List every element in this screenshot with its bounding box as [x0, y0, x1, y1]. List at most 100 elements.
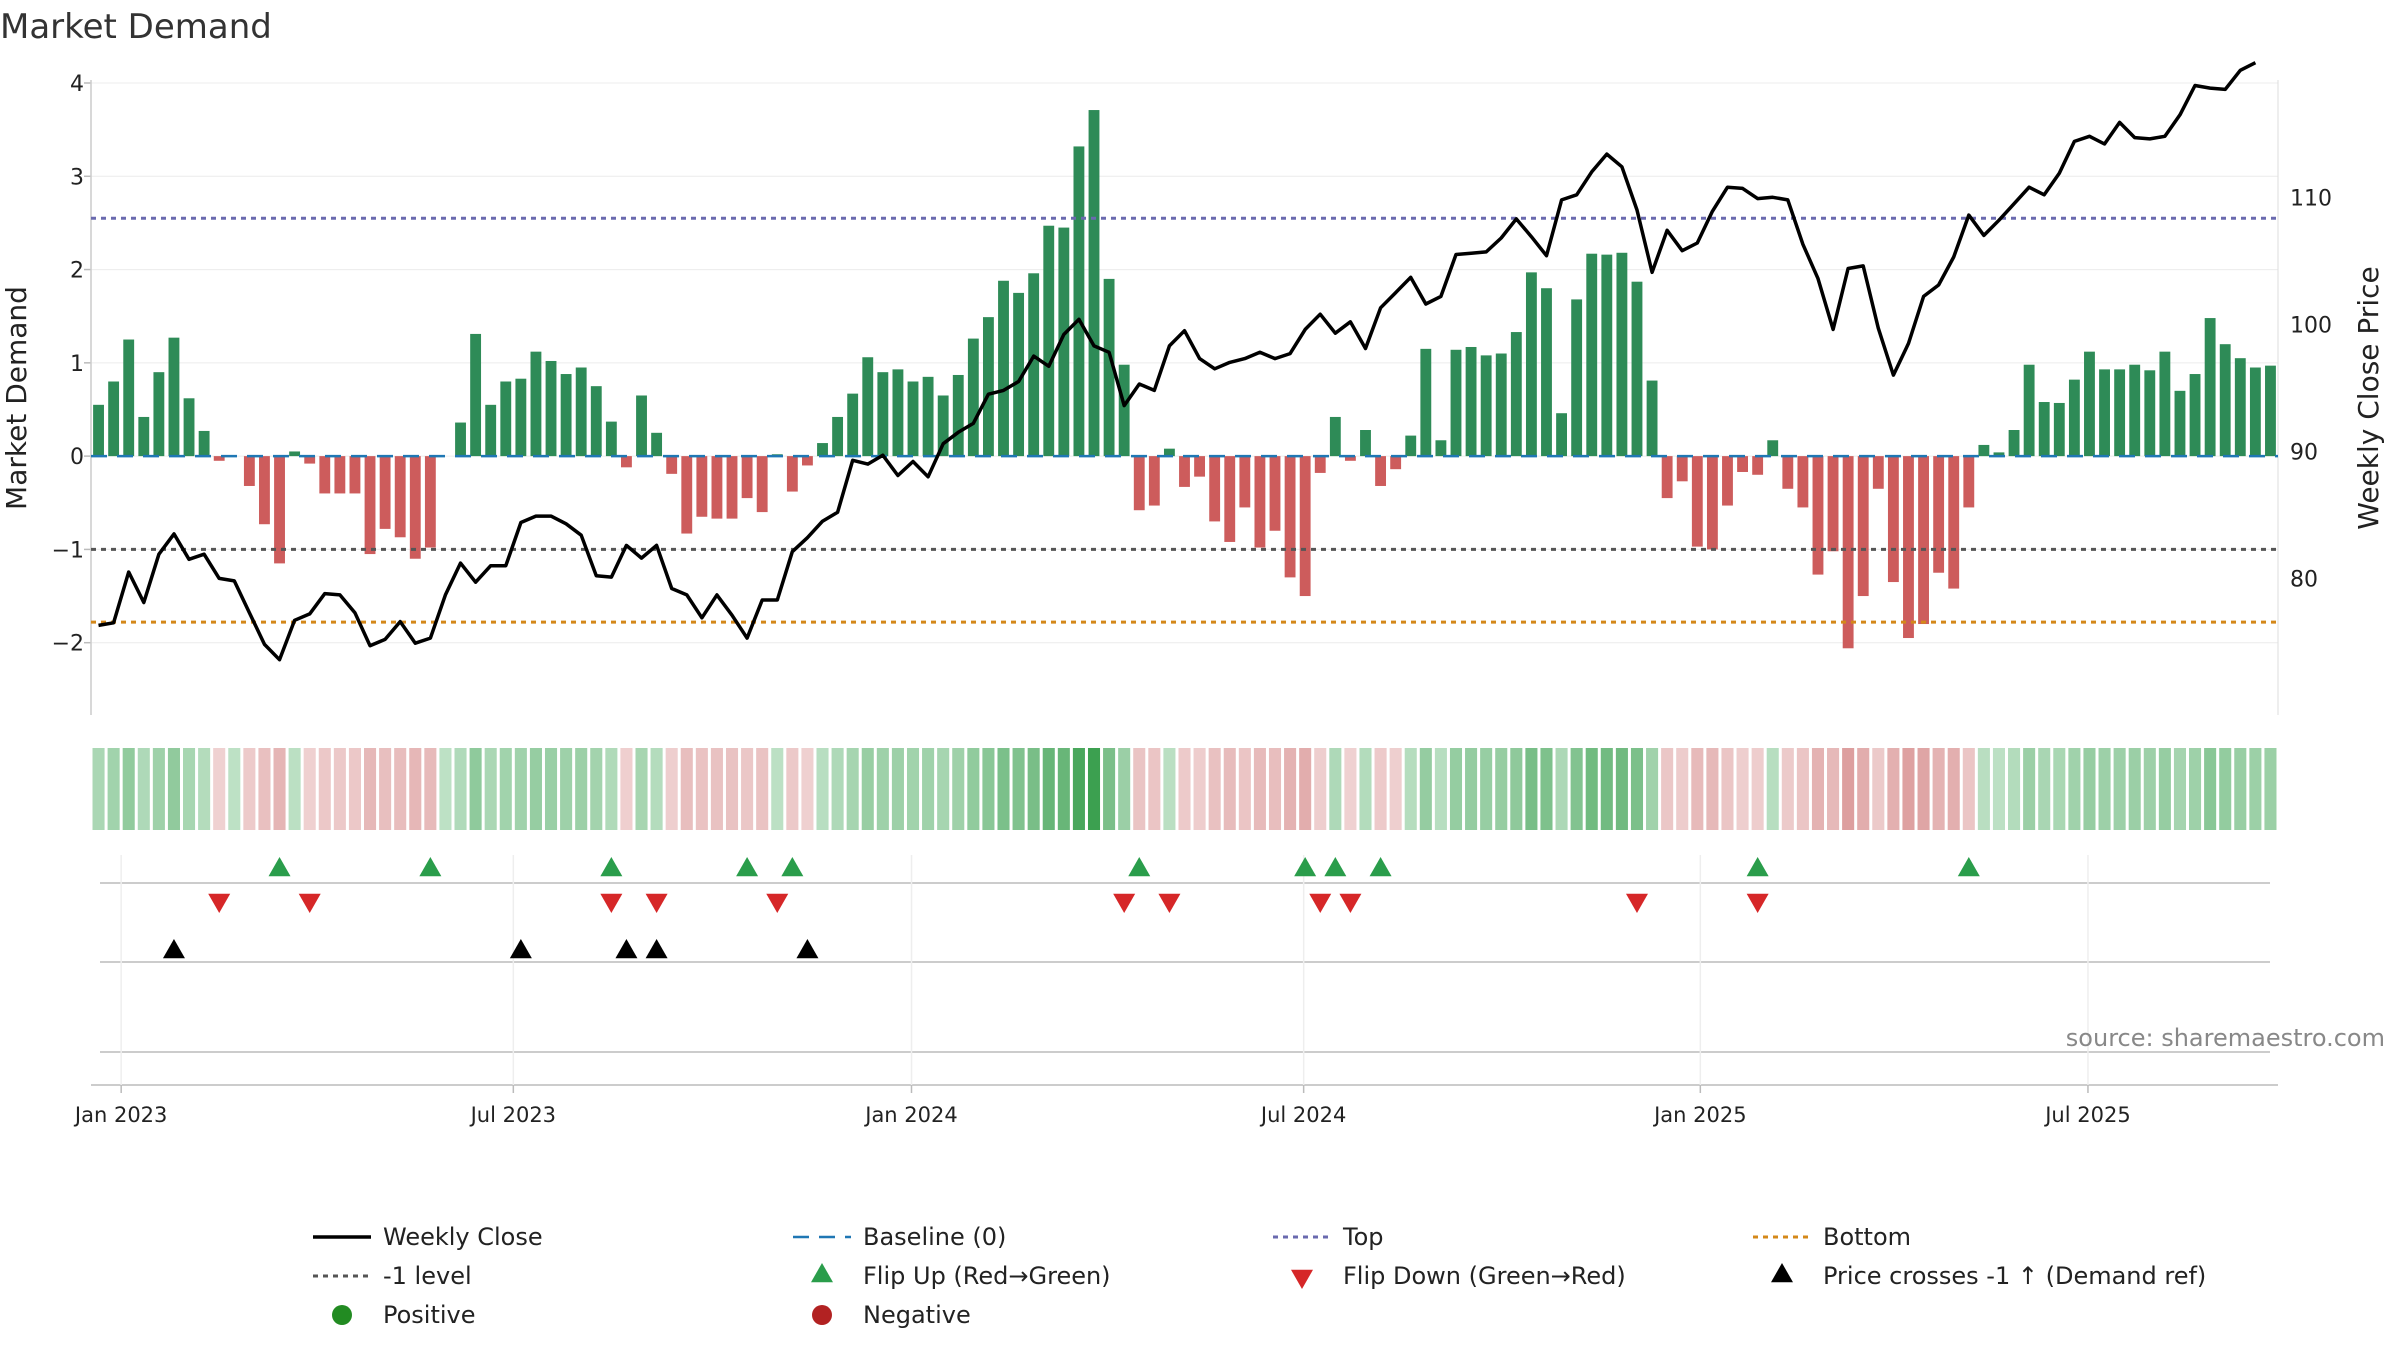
- demand-bar: [424, 456, 436, 548]
- demand-bar: [1903, 456, 1914, 639]
- heat-cell: [258, 748, 271, 830]
- demand-bar: [922, 376, 934, 457]
- heat-cell: [1057, 748, 1070, 830]
- heat-cell: [2143, 748, 2156, 830]
- demand-bar: [877, 372, 889, 457]
- heat-cell: [1585, 748, 1598, 830]
- demand-bar: [394, 456, 406, 538]
- legend-flip-down-swatch: [1291, 1269, 1313, 1289]
- heat-cell: [1751, 748, 1764, 830]
- heat-cell: [2068, 748, 2081, 830]
- heat-cell: [1691, 748, 1704, 830]
- demand-bar: [1933, 456, 1945, 573]
- heat-cell: [816, 748, 829, 830]
- heat-cell: [710, 748, 723, 830]
- heat-cell: [348, 748, 361, 830]
- flip-up-marker: [736, 857, 759, 877]
- heat-cell: [982, 748, 995, 830]
- legend-price-cross-swatch: [1771, 1263, 1793, 1283]
- legend-negative-dot-label: Negative: [863, 1301, 971, 1329]
- heat-cell: [741, 748, 754, 830]
- heat-cell: [288, 748, 301, 830]
- demand-bar: [409, 456, 421, 559]
- demand-bar: [681, 456, 693, 534]
- demand-bar: [1510, 332, 1522, 457]
- demand-bar: [621, 456, 632, 468]
- heat-cell: [1027, 748, 1040, 830]
- heat-cell: [2023, 748, 2036, 830]
- heat-cell: [1570, 748, 1583, 830]
- demand-bar: [108, 381, 120, 457]
- heat-cell: [1872, 748, 1885, 830]
- price-cross-marker: [645, 939, 668, 959]
- demand-bar: [937, 395, 949, 457]
- demand-bar: [1812, 456, 1824, 575]
- heat-cell: [1163, 748, 1176, 830]
- flip-up-marker: [1294, 857, 1317, 877]
- legend-bottom-label: Bottom: [1823, 1223, 1911, 1251]
- demand-bar: [1661, 456, 1673, 499]
- flip-down-marker: [600, 893, 623, 913]
- heat-cell: [363, 748, 377, 830]
- flip-down-marker: [1309, 893, 1332, 913]
- heat-cell: [1962, 748, 1975, 830]
- x-tick-label: Jul 2025: [2043, 1103, 2130, 1127]
- flip-down-marker: [1113, 893, 1136, 913]
- demand-bar: [183, 398, 195, 457]
- legend-minus-one-label: -1 level: [383, 1262, 472, 1290]
- demand-bar: [1525, 272, 1537, 457]
- heat-cell: [560, 748, 573, 830]
- legend-baseline-label: Baseline (0): [863, 1223, 1006, 1251]
- demand-bar: [575, 367, 587, 457]
- demand-bar: [998, 280, 1009, 457]
- demand-bar: [982, 317, 994, 457]
- heat-cell: [499, 748, 512, 830]
- demand-bar: [1118, 364, 1130, 457]
- heat-cell: [409, 748, 422, 830]
- heat-cell: [1374, 748, 1387, 830]
- heat-cell: [424, 748, 437, 830]
- heat-cell: [922, 748, 935, 830]
- demand-bar: [470, 333, 482, 457]
- heat-cell: [1917, 748, 1930, 830]
- demand-bar: [1329, 416, 1341, 457]
- y2-axis-label: Weekly Close Price: [2352, 266, 2385, 529]
- heat-cell: [1389, 748, 1402, 830]
- legend: Weekly Close Baseline (0) Top Bottom -1 leve…: [313, 1223, 2206, 1329]
- demand-bar: [651, 432, 663, 457]
- demand-bars: [93, 110, 2276, 649]
- heat-cell: [152, 748, 165, 830]
- heat-cell: [1540, 748, 1553, 830]
- heat-cell: [801, 748, 814, 830]
- heat-cell: [1615, 748, 1628, 830]
- heat-cell: [1299, 748, 1312, 830]
- demand-bar: [1284, 456, 1296, 578]
- demand-bar: [786, 456, 798, 492]
- heat-cell: [1178, 748, 1191, 830]
- heat-cell: [484, 748, 497, 830]
- heat-cell: [876, 748, 889, 830]
- demand-bar: [93, 404, 104, 457]
- demand-heat-strip: [92, 748, 2277, 830]
- heat-cell: [1329, 748, 1342, 830]
- heat-cell: [891, 748, 904, 830]
- demand-bar: [1691, 456, 1703, 547]
- demand-bar: [334, 456, 346, 494]
- heat-cell: [167, 748, 180, 830]
- demand-bar: [1224, 456, 1236, 542]
- demand-bar: [952, 374, 964, 457]
- heat-cell: [1284, 748, 1297, 830]
- heat-cell: [1992, 748, 2006, 830]
- demand-bar: [364, 456, 376, 555]
- flip-up-marker: [600, 857, 623, 877]
- heat-cell: [1781, 748, 1794, 830]
- legend-positive-dot-label: Positive: [383, 1301, 476, 1329]
- heat-cell: [198, 748, 211, 830]
- heat-cell: [620, 748, 633, 830]
- y-tick-labels: 4 3 2 1 0 −1 −2: [52, 72, 84, 657]
- heat-cell: [861, 748, 874, 830]
- y2-tick-labels: 110 100 90 80: [2290, 186, 2332, 592]
- y-tick-label: −1: [52, 538, 84, 563]
- heat-cell: [469, 748, 482, 830]
- y-tick-label: 1: [70, 352, 84, 377]
